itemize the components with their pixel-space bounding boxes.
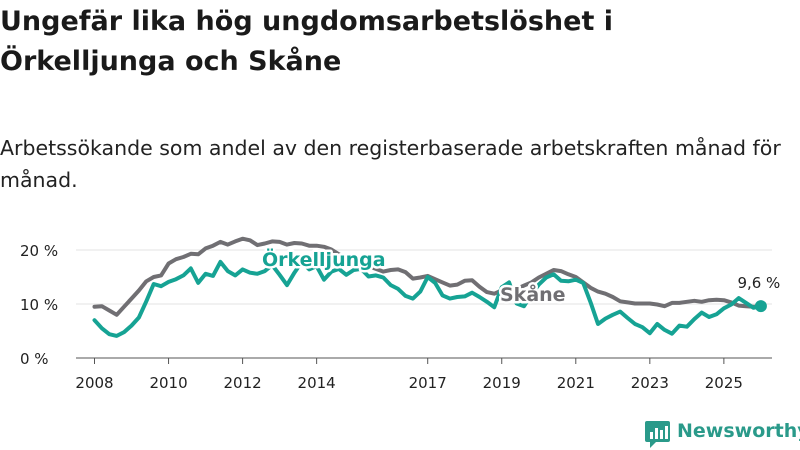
x-tick-label: 2023 <box>631 374 669 392</box>
chart-subtitle: Arbetssökande som andel av den registerb… <box>0 136 781 192</box>
y-tick-label: 10 % <box>20 296 58 314</box>
x-tick-label: 2025 <box>705 374 743 392</box>
series-layer <box>92 236 763 338</box>
x-tick-label: 2008 <box>75 374 113 392</box>
series-label-orkelljunga: Örkelljunga <box>262 247 386 271</box>
end-point-marker <box>754 300 767 313</box>
chart-title: Ungefär lika hög ungdomsarbetslöshet i Ö… <box>0 6 614 77</box>
series-line-orkelljunga <box>92 259 763 338</box>
y-tick-label: 0 % <box>20 350 49 368</box>
y-tick-label: 20 % <box>20 242 58 260</box>
newsworthy-logo-text: Newsworthy <box>677 420 800 442</box>
x-tick-label: 2017 <box>409 374 447 392</box>
end-value-label: 9,6 % <box>737 274 780 292</box>
x-tick-label: 2014 <box>298 374 336 392</box>
x-tick-label: 2012 <box>224 374 262 392</box>
x-tick-label: 2021 <box>557 374 595 392</box>
label-layer: 9,6 % Örkelljunga Skåne <box>260 245 780 313</box>
newsworthy-logo-icon <box>645 421 670 448</box>
grid-layer: 0 % 10 % 20 % <box>20 242 772 368</box>
series-label-skane: Skåne <box>500 282 566 306</box>
x-axis: 2008 2010 2012 2014 2017 2019 2021 2023 2025 <box>75 357 772 392</box>
x-tick-label: 2019 <box>483 374 521 392</box>
x-tick-label: 2010 <box>149 374 187 392</box>
